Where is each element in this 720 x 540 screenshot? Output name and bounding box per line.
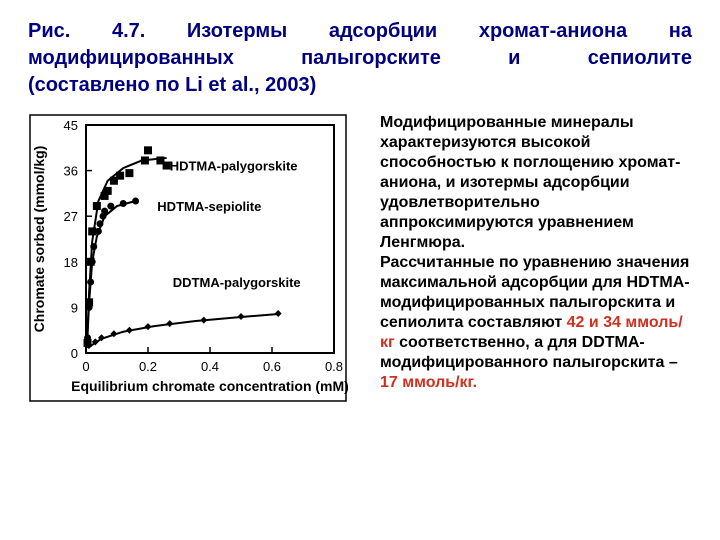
adsorption-isotherm-chart: 0 0.2 0.4 0.6 0.8 0 9 18 27 36 45 Equilibrium chrom…: [28, 113, 348, 403]
svg-text:0.8: 0.8: [325, 359, 343, 374]
svg-text:9: 9: [71, 300, 78, 315]
title-line-1: Рис. 4.7. Изотермы адсорбции хромат-анио…: [28, 20, 692, 42]
svg-text:18: 18: [64, 255, 78, 270]
title-line-2: модифицированных палыгорските и сепиолит…: [28, 47, 692, 69]
svg-text:HDTMA-palygorskite: HDTMA-palygorskite: [170, 159, 298, 174]
title-line-3: (составлено по Li et al., 2003): [28, 72, 692, 99]
svg-text:0.6: 0.6: [263, 359, 281, 374]
svg-text:27: 27: [64, 209, 78, 224]
chart-column: 0 0.2 0.4 0.6 0.8 0 9 18 27 36 45 Equilibrium chrom…: [28, 113, 358, 403]
para-text-3: соответственно, а для DDTMA-модифицирова…: [380, 334, 678, 371]
svg-text:0: 0: [82, 359, 89, 374]
svg-text:DDTMA-palygorskite: DDTMA-palygorskite: [173, 275, 301, 290]
content-columns: 0 0.2 0.4 0.6 0.8 0 9 18 27 36 45 Equilibrium chrom…: [28, 113, 692, 403]
svg-text:45: 45: [64, 118, 78, 133]
text-column: Модифицированные минералы характеризуютс…: [380, 113, 692, 403]
para-text-1: Модифицированные минералы характеризуютс…: [380, 114, 680, 251]
description-paragraph: Модифицированные минералы характеризуютс…: [380, 113, 692, 393]
svg-text:0.4: 0.4: [201, 359, 219, 374]
svg-text:36: 36: [64, 164, 78, 179]
svg-text:HDTMA-sepiolite: HDTMA-sepiolite: [157, 199, 261, 214]
svg-text:Chromate sorbed (mmol/kg): Chromate sorbed (mmol/kg): [31, 146, 47, 333]
svg-text:0: 0: [71, 346, 78, 361]
highlight-2: 17 ммоль/кг.: [380, 374, 477, 391]
figure-title: Рис. 4.7. Изотермы адсорбции хромат-анио…: [28, 18, 692, 99]
svg-text:0.2: 0.2: [139, 359, 157, 374]
svg-text:Equilibrium chromate concentra: Equilibrium chromate concentration (mM): [71, 378, 348, 394]
slide-page: Рис. 4.7. Изотермы адсорбции хромат-анио…: [0, 0, 720, 540]
chart-svg: 0 0.2 0.4 0.6 0.8 0 9 18 27 36 45 Equilibrium chrom…: [28, 113, 348, 403]
